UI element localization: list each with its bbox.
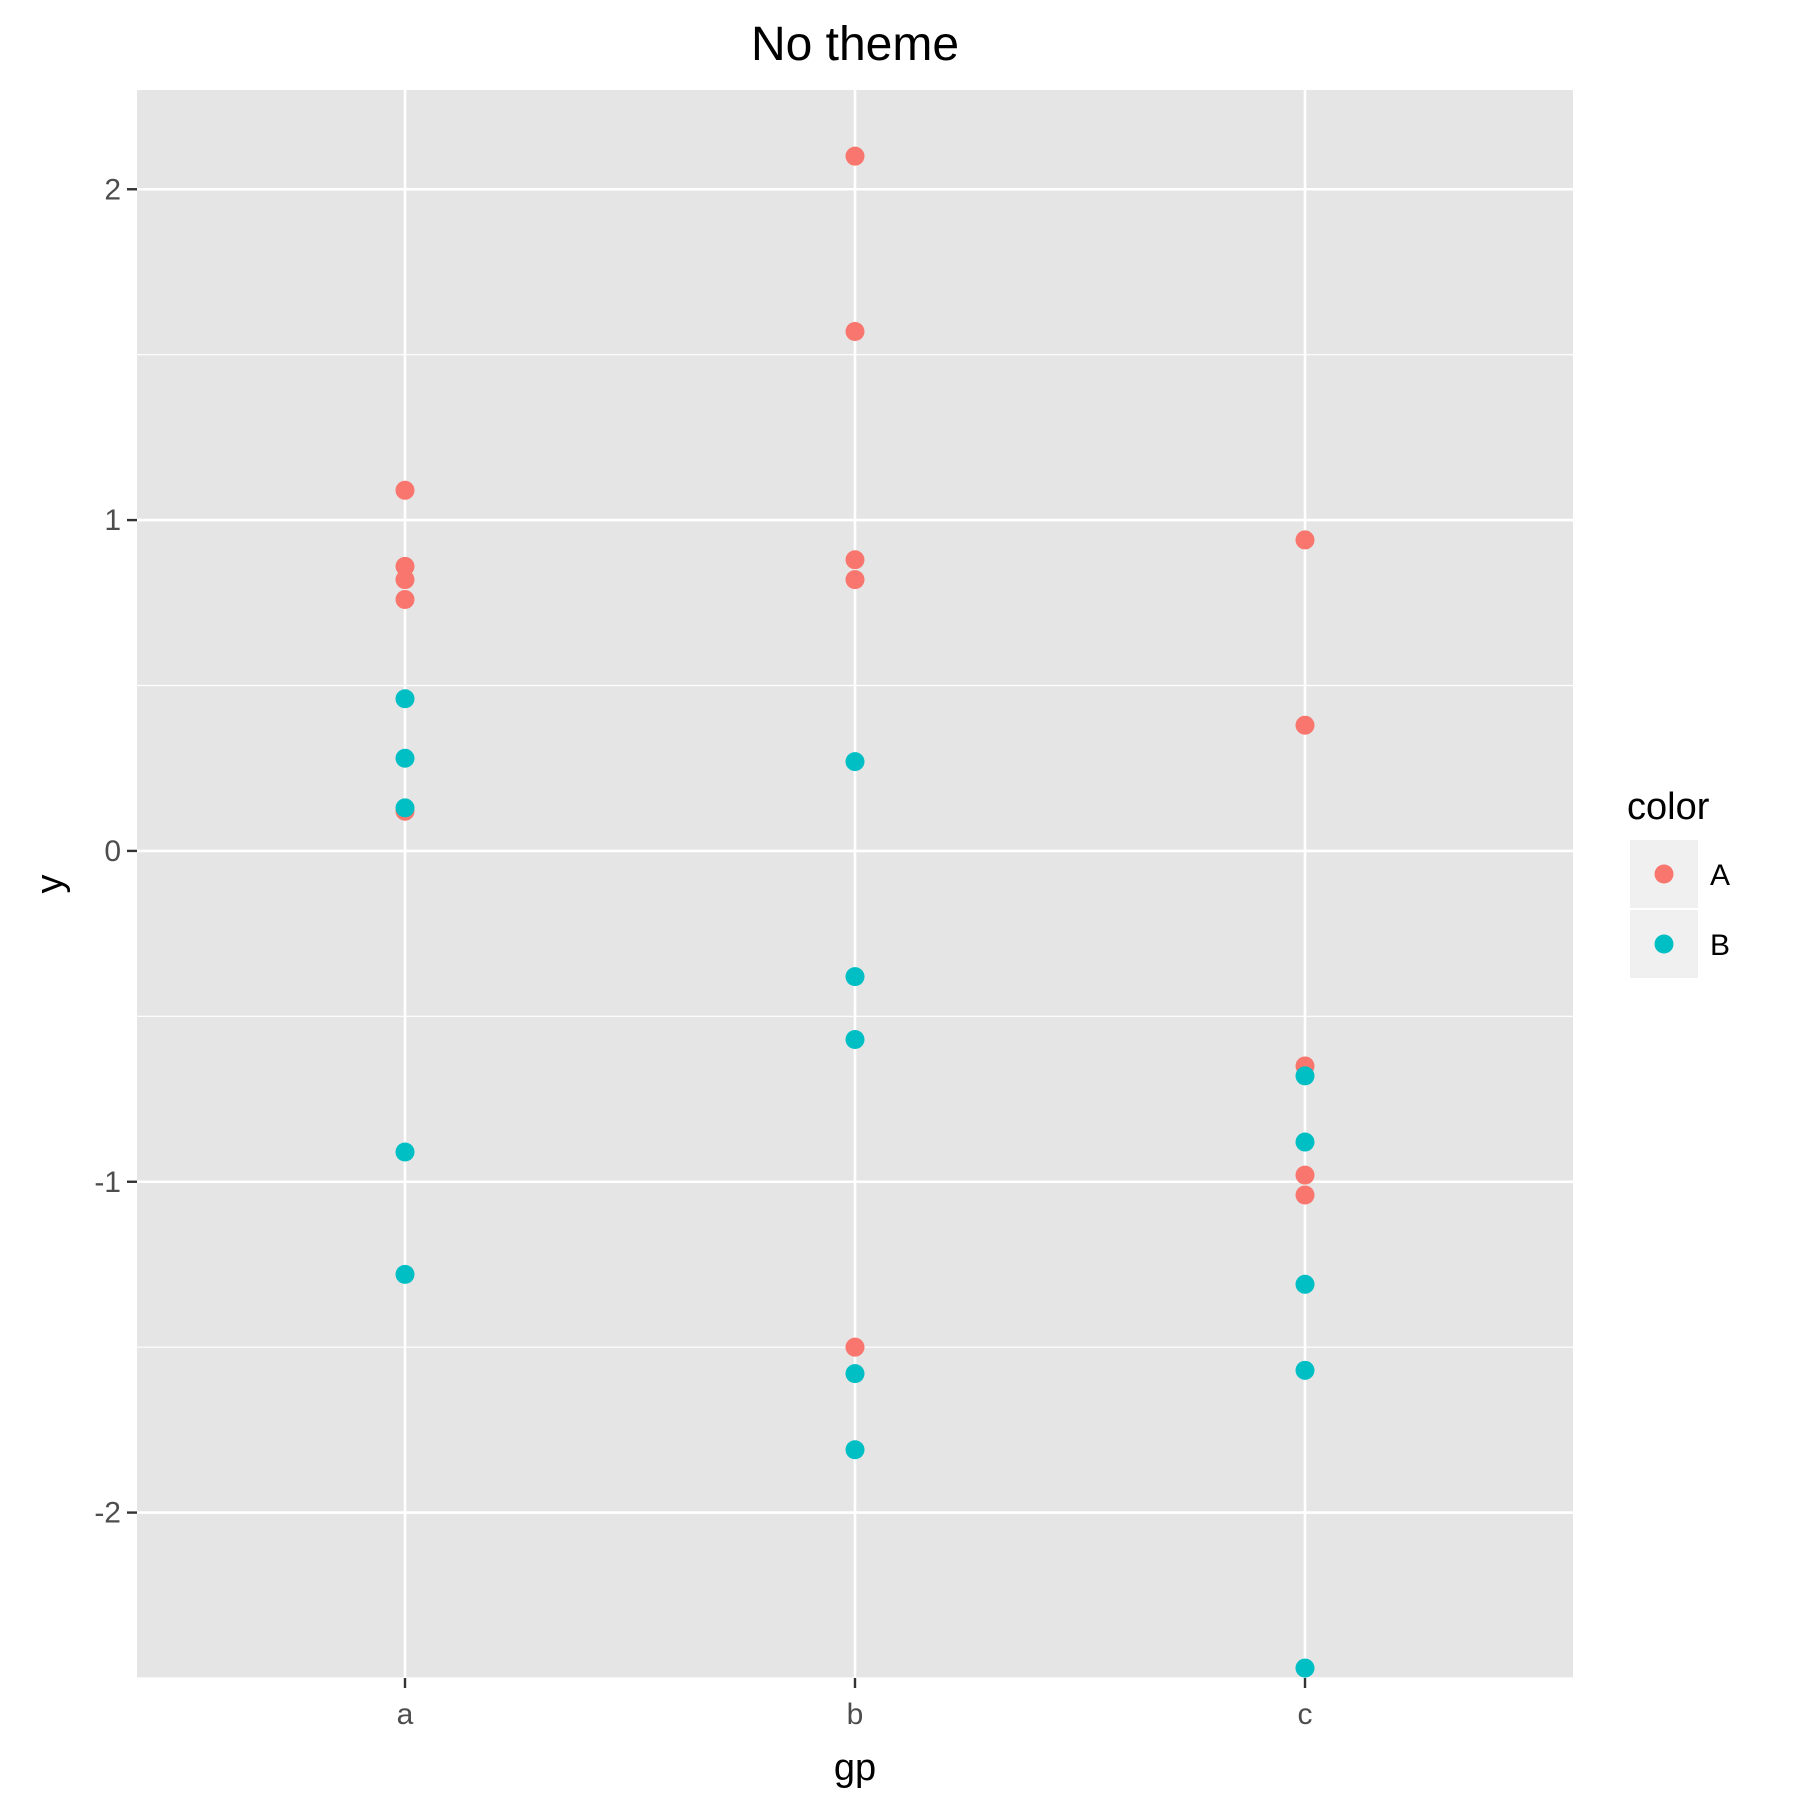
data-point-A — [1295, 1165, 1315, 1185]
data-point-B — [395, 689, 415, 709]
data-point-A — [845, 570, 865, 590]
data-point-A — [395, 589, 415, 609]
data-point-A — [845, 322, 865, 342]
data-point-A — [845, 146, 865, 166]
x-axis-title: gp — [834, 1747, 876, 1789]
data-point-A — [1295, 715, 1315, 735]
legend: color A B — [1627, 786, 1730, 978]
y-axis-title: y — [29, 875, 71, 894]
chart-title: No theme — [751, 18, 959, 71]
data-point-B — [845, 1440, 865, 1460]
data-point-A — [1295, 530, 1315, 550]
y-axis: -2 -1 0 1 2 — [94, 173, 137, 1530]
legend-label-B: B — [1710, 929, 1730, 962]
data-point-B — [1295, 1132, 1315, 1152]
data-point-B — [1295, 1274, 1315, 1294]
data-point-A — [395, 570, 415, 590]
data-point-A — [395, 556, 415, 576]
data-point-A — [845, 550, 865, 570]
data-point-A — [845, 1337, 865, 1357]
y-tick-label: 1 — [104, 504, 121, 537]
data-point-A — [1295, 1185, 1315, 1205]
data-point-B — [845, 1364, 865, 1384]
data-point-B — [845, 1029, 865, 1049]
data-point-B — [1295, 1658, 1315, 1678]
legend-title: color — [1627, 786, 1710, 828]
y-tick-label: -2 — [94, 1497, 121, 1530]
data-point-B — [845, 967, 865, 987]
legend-marker-B — [1654, 934, 1674, 954]
data-points — [395, 146, 1315, 1678]
legend-label-A: A — [1710, 859, 1730, 892]
data-point-B — [395, 748, 415, 768]
x-tick-label: a — [397, 1698, 414, 1731]
data-point-B — [1295, 1360, 1315, 1380]
grid-major-lines — [137, 90, 1573, 1678]
data-point-B — [395, 1142, 415, 1162]
data-point-B — [845, 752, 865, 772]
x-tick-label: b — [847, 1698, 864, 1731]
data-point-B — [1295, 1066, 1315, 1086]
data-point-B — [395, 1264, 415, 1284]
legend-marker-A — [1654, 864, 1674, 884]
x-tick-label: c — [1298, 1698, 1313, 1731]
y-tick-label: 0 — [104, 835, 121, 868]
data-point-A — [395, 480, 415, 500]
y-tick-label: 2 — [104, 173, 121, 206]
x-axis: a b c — [397, 1678, 1313, 1731]
data-point-B — [395, 798, 415, 818]
y-tick-label: -1 — [94, 1166, 121, 1199]
